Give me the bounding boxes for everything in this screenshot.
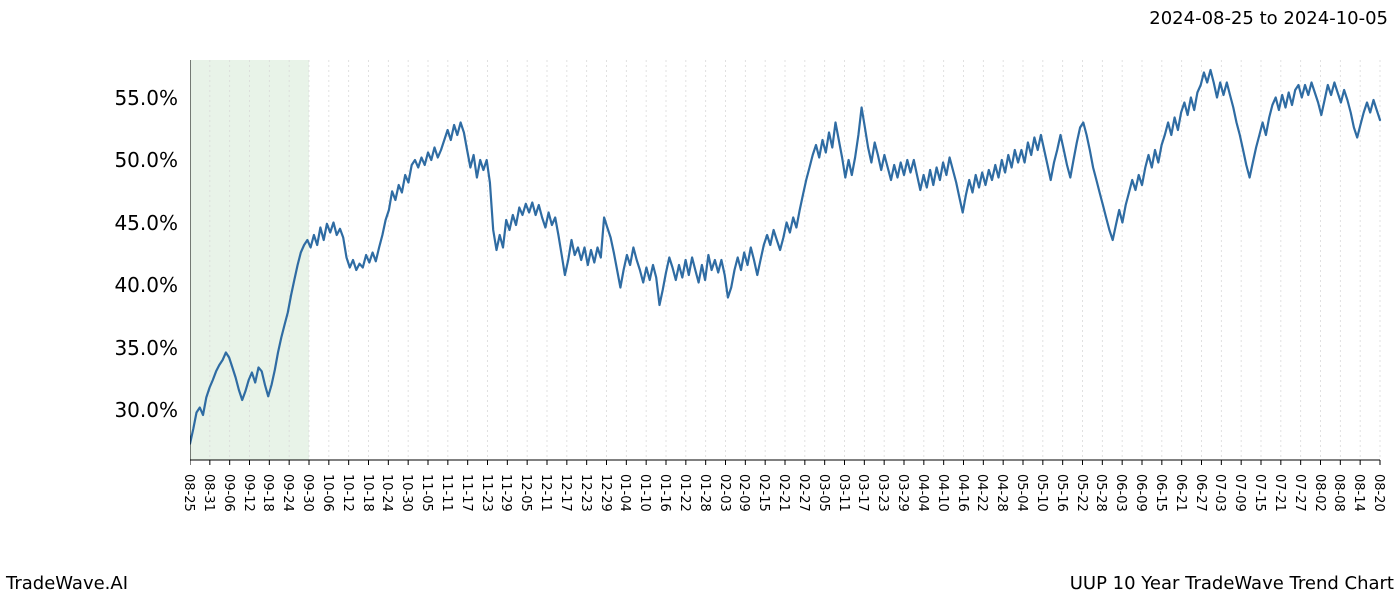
brand-label: TradeWave.AI — [6, 573, 128, 594]
y-tick-label: 35.0% — [114, 336, 178, 360]
y-tick-label: 45.0% — [114, 211, 178, 235]
date-range-label: 2024-08-25 to 2024-10-05 — [1149, 8, 1388, 29]
trend-chart — [190, 60, 1400, 480]
y-tick-label: 40.0% — [114, 273, 178, 297]
chart-title: UUP 10 Year TradeWave Trend Chart — [1070, 573, 1394, 594]
chart-container: { "header": { "date_range": "2024-08-25 … — [0, 0, 1400, 600]
y-tick-label: 50.0% — [114, 148, 178, 172]
y-tick-label: 30.0% — [114, 398, 178, 422]
y-tick-label: 55.0% — [114, 86, 178, 110]
